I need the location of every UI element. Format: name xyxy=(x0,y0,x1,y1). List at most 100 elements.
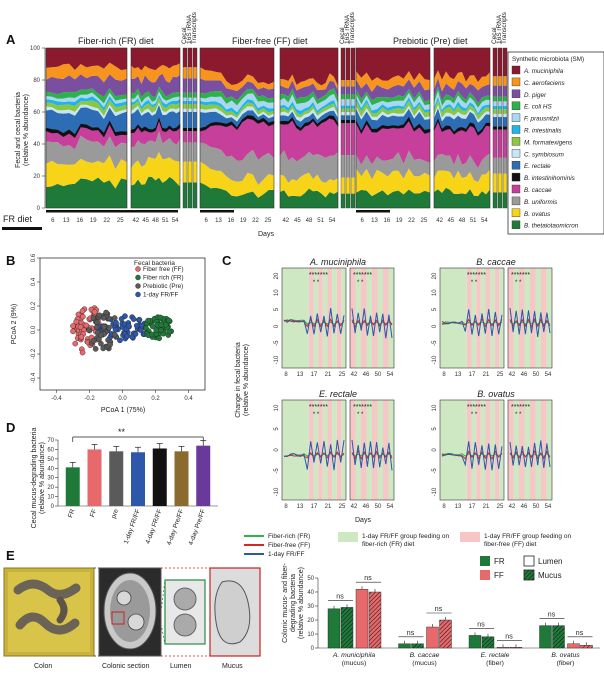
a-cecal-bar-segment xyxy=(346,155,350,178)
e-bar xyxy=(426,626,439,649)
panel-a-xlabel: Days xyxy=(258,231,274,238)
c-ytick-label: -5 xyxy=(432,340,438,346)
b-point xyxy=(97,332,104,339)
c-xtick-label: 17 xyxy=(469,504,476,510)
a-cecal-bar-segment xyxy=(341,112,345,116)
a-area-buniformis xyxy=(200,142,274,185)
c-xtick-label: 42 xyxy=(509,504,516,510)
a-ytick-label: 100 xyxy=(30,46,41,52)
a-area-mformatexigens xyxy=(434,100,490,120)
c-shade-stripe xyxy=(519,268,525,368)
a-cecal-bar-segment xyxy=(346,86,350,95)
a-area-caerofaciens xyxy=(280,73,338,91)
b-point xyxy=(70,328,76,335)
d-bar xyxy=(109,451,124,506)
lumen-image xyxy=(164,579,206,645)
a-cecal-bar-segment xyxy=(188,128,192,132)
b-point xyxy=(130,316,137,322)
a-area-bcaccae xyxy=(131,120,180,148)
a-area-csymbiosum xyxy=(46,104,127,119)
a-area-csymbiosum xyxy=(200,106,274,122)
a-cecal-bar-segment xyxy=(341,120,345,124)
e-ns-label: ns xyxy=(477,621,485,628)
a-ytick-label: 20 xyxy=(33,174,40,180)
a-segment-frame xyxy=(279,47,339,209)
panel-b-legend: Fiber free (FF) Fiber rich (FR)Prebiotic … xyxy=(135,266,184,299)
e-group-name: A. municiphila xyxy=(332,652,376,659)
a-cecal-bar-segment xyxy=(188,104,192,109)
c-shade-stripe xyxy=(541,268,547,368)
e-ytick-label: 20 xyxy=(307,618,314,624)
c-xtick-label: 54 xyxy=(545,372,552,378)
e-bar xyxy=(327,608,341,649)
panel-c-legend: Fiber-rich (FR) Fiber-free (FF) 1-day FR/F… xyxy=(244,532,571,558)
c-xtick-label: 46 xyxy=(521,504,528,510)
a-xtick-label: 48 xyxy=(306,218,313,224)
c-ytick-label: 20 xyxy=(274,272,280,279)
a-cecal-bar-segment xyxy=(493,106,497,110)
a-legend-label: B. intestinihominis xyxy=(524,175,576,182)
a-area-bthetaiotaomicron xyxy=(280,188,338,208)
a-area-rintestinalis xyxy=(280,100,338,115)
c-shade-stripe xyxy=(377,400,383,500)
a-xtick-label: 19 xyxy=(396,218,403,224)
a-cecal-bar-segment xyxy=(193,78,197,93)
a-area-amuciniphila xyxy=(131,48,180,71)
c-sig-green: * * xyxy=(515,412,522,418)
a-area-dpiger xyxy=(356,79,430,102)
a-cecal-bar-segment xyxy=(346,99,350,106)
mucus-label: Mucus xyxy=(222,663,243,670)
a-cecal-bar-segment xyxy=(498,173,502,193)
a-ytick-label: 0 xyxy=(37,206,41,212)
a-area-erectale xyxy=(131,104,180,130)
a-cecal-bar-segment xyxy=(351,177,355,194)
c-subplot-title: E. rectale xyxy=(319,389,357,399)
c-series-line xyxy=(351,308,393,339)
b-point xyxy=(83,322,90,329)
c-shade-stripe xyxy=(546,268,552,368)
a-cecal-bar-segment xyxy=(183,142,187,162)
c-series-line xyxy=(509,307,551,338)
a-legend-label: E. coli HS xyxy=(524,104,552,111)
panel-d-letter: D xyxy=(6,420,15,435)
a-area-amuciniphila xyxy=(356,48,430,81)
c-frame xyxy=(507,267,553,369)
panel-d-ylabel-1: Cecal mucus-degrading bacteria xyxy=(31,428,38,529)
c-frame xyxy=(439,399,505,501)
d-bar xyxy=(87,449,102,506)
d-bar xyxy=(174,451,189,506)
a-cecal-bar-segment xyxy=(351,112,355,116)
a-cecal-bar-segment xyxy=(498,85,502,97)
panel-c-subplots: A. muciniphila******** *8 13 17 21 25*******… xyxy=(274,257,553,510)
a-area-caerofaciens xyxy=(434,70,490,92)
a-cecal-bar-segment xyxy=(341,80,345,87)
c-shade-stripe xyxy=(494,400,500,500)
a-area-ecolihs xyxy=(200,88,274,106)
a-area-dpiger xyxy=(131,73,180,98)
c-sig-blue: ******* xyxy=(511,272,530,279)
a-area-caerofaciens xyxy=(46,62,127,83)
e-bar xyxy=(509,647,523,649)
c-shade-stripe xyxy=(546,400,552,500)
a-area-rintestinalis xyxy=(434,96,490,116)
panel-e-legend: FR FF Lumen Mucus xyxy=(480,555,562,581)
a-cecal-bar-segment xyxy=(188,97,192,101)
c-shade-stripe xyxy=(494,268,500,368)
c-sig-blue: ******* xyxy=(511,404,530,411)
b-point xyxy=(100,315,107,321)
c-shade-stripe xyxy=(361,268,367,368)
a-area-erectale xyxy=(434,108,490,133)
c-xtick-label: 8 xyxy=(442,504,446,510)
a-cecal-bar-segment xyxy=(493,113,497,118)
a-area-fprausnitzii xyxy=(356,93,430,111)
b-point xyxy=(79,308,86,314)
a-cecal-bar-segment xyxy=(193,112,197,128)
a-cecal-bar-segment xyxy=(341,48,345,80)
panel-b-xlabel: PCoA 1 (75%) xyxy=(101,407,145,414)
e-bar xyxy=(539,625,552,649)
c-shade-stripe xyxy=(372,268,378,368)
e-ytick-label: 40 xyxy=(307,590,314,596)
b-point xyxy=(86,327,92,333)
c-shade-stripe xyxy=(318,268,323,368)
c-xtick-label: 25 xyxy=(497,372,504,378)
